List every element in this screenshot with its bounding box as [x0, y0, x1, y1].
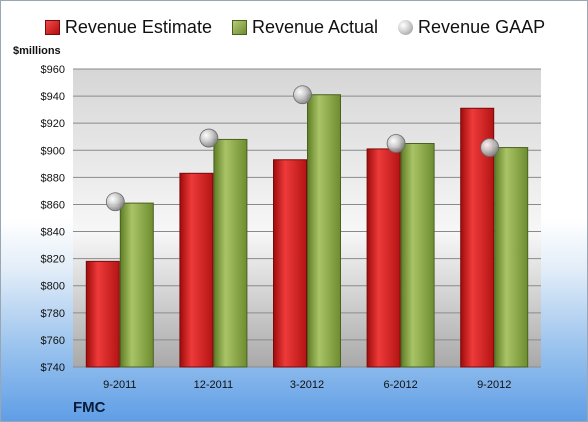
marker-revenue-gaap [386, 134, 406, 153]
company-label: FMC [73, 399, 106, 416]
y-tick-label: $920 [41, 118, 65, 130]
x-tick-label: 6-2012 [383, 379, 417, 391]
bar-revenue-estimate [179, 172, 214, 368]
bar-revenue-estimate [85, 260, 120, 368]
y-tick-label: $780 [41, 308, 65, 320]
legend-label-revenue-estimate: Revenue Estimate [64, 17, 212, 37]
x-tick-label: 9-2012 [477, 379, 511, 391]
bar-revenue-actual [119, 202, 154, 368]
marker-revenue-gaap [480, 138, 500, 157]
y-tick-label: $860 [41, 199, 65, 211]
legend-label-revenue-actual: Revenue Actual [251, 17, 379, 37]
bar-revenue-actual [307, 94, 341, 368]
bar-revenue-actual [494, 147, 529, 368]
y-tick-label: $820 [41, 254, 65, 266]
x-tick-label: 9-2011 [103, 379, 136, 391]
legend-swatch-revenue-gaap [398, 20, 414, 35]
y-tick-label: $740 [41, 362, 65, 374]
y-tick-label: $900 [41, 145, 65, 157]
bar-revenue-estimate [366, 148, 401, 368]
marker-revenue-gaap [105, 192, 125, 212]
marker-revenue-gaap [293, 85, 312, 105]
legend: Revenue Estimate Revenue Actual Revenue … [1, 17, 587, 38]
bar-revenue-actual [400, 143, 435, 368]
y-tick-label: $760 [41, 335, 65, 347]
marker-revenue-gaap [199, 128, 219, 148]
legend-swatch-revenue-actual [231, 20, 247, 35]
bar-revenue-estimate [273, 159, 307, 368]
y-tick-label: $800 [41, 281, 65, 293]
legend-label-revenue-gaap: Revenue GAAP [418, 17, 546, 37]
legend-item-revenue-actual: Revenue Actual [231, 17, 379, 38]
y-axis-unit-label: $millions [13, 45, 61, 57]
y-tick-label: $960 [41, 64, 65, 76]
y-tick-label: $880 [41, 172, 65, 184]
legend-swatch-revenue-estimate [44, 20, 60, 35]
legend-item-revenue-estimate: Revenue Estimate [44, 17, 212, 38]
x-tick-label: 12-2011 [194, 379, 234, 391]
y-tick-label: $940 [41, 91, 65, 103]
x-tick-label: 3-2012 [290, 379, 324, 391]
legend-item-revenue-gaap: Revenue GAAP [398, 17, 545, 38]
y-tick-label: $840 [41, 227, 65, 239]
bar-revenue-actual [213, 138, 248, 368]
